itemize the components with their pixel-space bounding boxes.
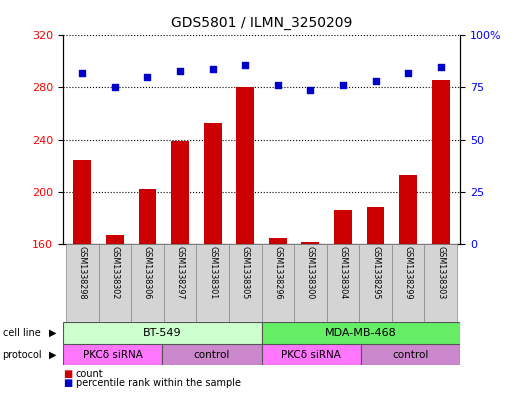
Bar bbox=[63, 322, 262, 344]
Bar bbox=[106, 235, 124, 244]
Bar bbox=[164, 244, 196, 322]
Point bbox=[306, 86, 314, 93]
Text: ▶: ▶ bbox=[49, 328, 56, 338]
Text: GSM1338296: GSM1338296 bbox=[274, 246, 282, 299]
Text: percentile rank within the sample: percentile rank within the sample bbox=[76, 378, 241, 388]
Text: ■: ■ bbox=[63, 378, 72, 388]
Point bbox=[437, 63, 445, 70]
Text: count: count bbox=[76, 369, 104, 379]
Point bbox=[241, 61, 249, 68]
Bar bbox=[66, 244, 99, 322]
Bar bbox=[424, 244, 457, 322]
Text: control: control bbox=[392, 350, 429, 360]
Bar bbox=[229, 244, 262, 322]
Text: GSM1338301: GSM1338301 bbox=[208, 246, 217, 299]
Point bbox=[111, 84, 119, 90]
Bar bbox=[196, 244, 229, 322]
Text: GSM1338297: GSM1338297 bbox=[176, 246, 185, 299]
Text: ■: ■ bbox=[63, 369, 72, 379]
Bar bbox=[131, 244, 164, 322]
Bar bbox=[236, 87, 254, 244]
Bar bbox=[392, 244, 424, 322]
Text: GSM1338302: GSM1338302 bbox=[110, 246, 119, 299]
Point bbox=[339, 82, 347, 88]
Text: GSM1338304: GSM1338304 bbox=[338, 246, 347, 299]
Point bbox=[371, 78, 380, 84]
Text: MDA-MB-468: MDA-MB-468 bbox=[325, 328, 397, 338]
Point bbox=[143, 74, 152, 80]
Bar bbox=[327, 244, 359, 322]
Text: PKCδ siRNA: PKCδ siRNA bbox=[83, 350, 142, 360]
Text: cell line: cell line bbox=[3, 328, 40, 338]
Bar bbox=[399, 174, 417, 244]
Bar bbox=[162, 344, 262, 365]
Bar bbox=[269, 239, 287, 244]
Bar bbox=[203, 123, 222, 244]
Bar bbox=[294, 244, 327, 322]
Bar bbox=[171, 141, 189, 244]
Bar bbox=[63, 344, 162, 365]
Point bbox=[78, 70, 86, 76]
Text: GDS5801 / ILMN_3250209: GDS5801 / ILMN_3250209 bbox=[171, 16, 352, 30]
Text: GSM1338303: GSM1338303 bbox=[436, 246, 445, 299]
Bar bbox=[262, 344, 361, 365]
Text: protocol: protocol bbox=[3, 350, 42, 360]
Bar bbox=[139, 189, 156, 244]
Text: GSM1338305: GSM1338305 bbox=[241, 246, 249, 299]
Bar bbox=[262, 244, 294, 322]
Text: GSM1338300: GSM1338300 bbox=[306, 246, 315, 299]
Text: PKCδ siRNA: PKCδ siRNA bbox=[281, 350, 341, 360]
Point bbox=[209, 66, 217, 72]
Text: GSM1338306: GSM1338306 bbox=[143, 246, 152, 299]
Text: GSM1338298: GSM1338298 bbox=[78, 246, 87, 299]
Bar bbox=[334, 210, 352, 244]
Point bbox=[274, 82, 282, 88]
Bar bbox=[431, 80, 450, 244]
Text: BT-549: BT-549 bbox=[143, 328, 181, 338]
Text: GSM1338299: GSM1338299 bbox=[404, 246, 413, 299]
Bar bbox=[359, 244, 392, 322]
Text: control: control bbox=[194, 350, 230, 360]
Bar bbox=[73, 160, 92, 244]
Bar bbox=[361, 344, 460, 365]
Point bbox=[176, 68, 184, 74]
Bar bbox=[367, 207, 384, 244]
Bar bbox=[301, 242, 320, 244]
Point bbox=[404, 70, 412, 76]
Bar bbox=[262, 322, 460, 344]
Text: ▶: ▶ bbox=[49, 350, 56, 360]
Text: GSM1338295: GSM1338295 bbox=[371, 246, 380, 299]
Bar bbox=[99, 244, 131, 322]
